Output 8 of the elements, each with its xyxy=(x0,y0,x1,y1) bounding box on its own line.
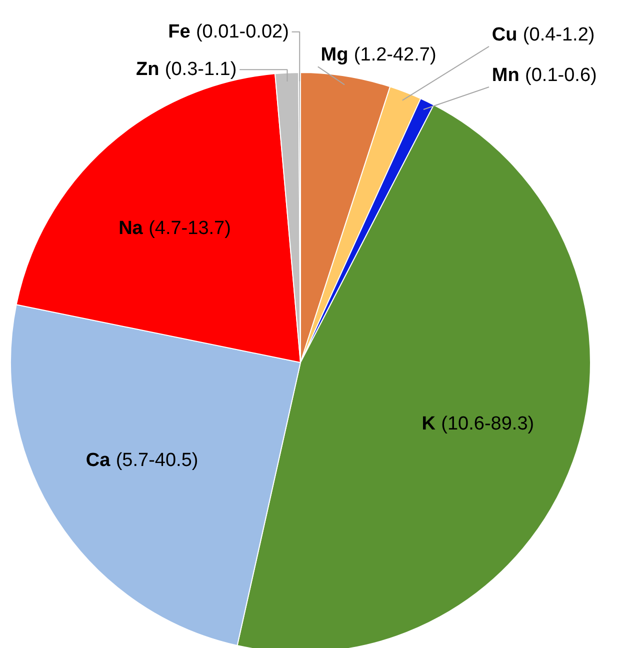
slice-label: Cu (0.4-1.2) xyxy=(492,24,595,46)
slice-label: Mn (0.1-0.6) xyxy=(492,64,597,86)
slice-label: Zn (0.3-1.1) xyxy=(136,59,237,80)
slice-label: Fe (0.01-0.02) xyxy=(168,21,289,42)
slice-label: Mg (1.2-42.7) xyxy=(320,44,436,66)
slice-label: Na (4.7-13.7) xyxy=(118,218,231,239)
slice-label: K (10.6-89.3) xyxy=(422,413,534,434)
slice-label: Ca (5.7-40.5) xyxy=(86,450,198,471)
